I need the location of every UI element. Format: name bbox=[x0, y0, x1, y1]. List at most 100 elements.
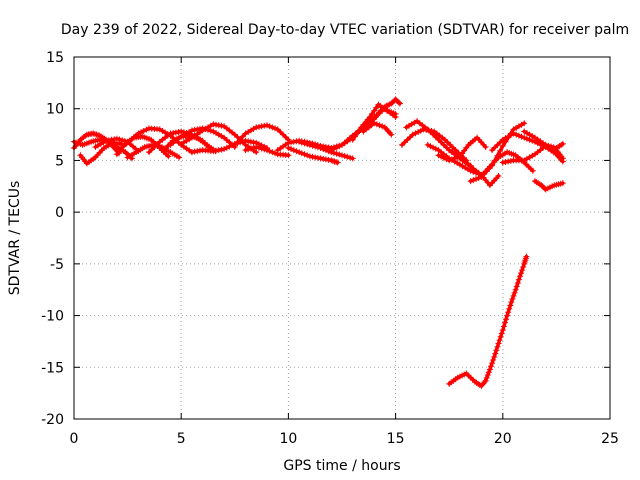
data-point bbox=[113, 135, 120, 142]
data-point bbox=[491, 353, 498, 360]
data-point bbox=[196, 147, 203, 154]
data-point bbox=[501, 319, 508, 326]
data-point bbox=[111, 136, 118, 143]
data-point bbox=[513, 283, 520, 290]
data-point bbox=[285, 139, 292, 146]
data-point bbox=[510, 292, 517, 299]
data-point bbox=[272, 150, 278, 157]
data-point bbox=[542, 141, 549, 148]
data-point bbox=[339, 152, 345, 159]
series-arc-4 bbox=[92, 135, 142, 155]
data-point bbox=[371, 120, 378, 127]
data-point bbox=[491, 144, 498, 151]
data-point bbox=[443, 144, 450, 151]
data-point bbox=[467, 178, 474, 185]
data-point bbox=[317, 155, 324, 162]
data-point bbox=[399, 141, 406, 148]
data-point bbox=[376, 122, 383, 129]
chart-title: Day 239 of 2022, Sidereal Day-to-day VTE… bbox=[61, 22, 629, 38]
data-point bbox=[213, 147, 220, 154]
data-point bbox=[513, 131, 520, 138]
data-point bbox=[119, 137, 126, 144]
data-point bbox=[521, 120, 528, 127]
data-point bbox=[288, 139, 295, 146]
data-point bbox=[508, 299, 515, 306]
data-point bbox=[103, 137, 110, 144]
data-point bbox=[499, 159, 506, 166]
data-point bbox=[253, 149, 260, 156]
data-point bbox=[272, 125, 278, 132]
data-point bbox=[178, 128, 185, 135]
y-tick-label: -5 bbox=[50, 257, 64, 273]
data-point bbox=[427, 128, 434, 135]
data-point bbox=[170, 130, 177, 137]
series-arc-32 bbox=[521, 128, 566, 152]
data-point bbox=[351, 133, 358, 140]
data-point bbox=[263, 147, 270, 154]
data-point bbox=[210, 121, 217, 128]
data-point bbox=[239, 133, 246, 140]
data-point bbox=[304, 152, 311, 159]
data-point bbox=[280, 131, 287, 138]
data-point bbox=[495, 340, 502, 347]
y-tick-label: 5 bbox=[55, 153, 64, 169]
data-point bbox=[505, 158, 512, 165]
data-point bbox=[325, 156, 332, 163]
data-point bbox=[443, 156, 450, 163]
series-arc-34 bbox=[446, 253, 530, 389]
data-point bbox=[473, 176, 479, 183]
data-point bbox=[452, 147, 459, 154]
data-point bbox=[369, 110, 376, 117]
data-point bbox=[344, 153, 351, 160]
data-point bbox=[148, 146, 155, 153]
data-point bbox=[296, 149, 303, 156]
x-tick-label: 25 bbox=[601, 431, 619, 447]
series-arc-26 bbox=[435, 134, 489, 164]
data-point bbox=[438, 153, 445, 160]
data-point bbox=[349, 136, 356, 143]
data-point bbox=[138, 129, 144, 136]
data-point bbox=[175, 128, 182, 135]
y-tick-label: 0 bbox=[55, 205, 64, 221]
y-tick-label: 15 bbox=[46, 50, 64, 66]
data-point bbox=[304, 141, 311, 148]
y-axis-title: SDTVAR / TECUs bbox=[7, 181, 23, 296]
data-point bbox=[492, 350, 499, 357]
data-point bbox=[320, 146, 327, 153]
data-point bbox=[105, 137, 112, 144]
data-point bbox=[237, 136, 244, 143]
data-point bbox=[253, 143, 260, 150]
data-point bbox=[483, 374, 490, 381]
data-point bbox=[266, 123, 273, 130]
data-point bbox=[504, 312, 511, 319]
data-point bbox=[146, 149, 153, 156]
data-point bbox=[290, 138, 297, 145]
data-point bbox=[415, 128, 422, 135]
data-point bbox=[213, 121, 220, 128]
data-point bbox=[188, 149, 195, 156]
series-arc-21 bbox=[360, 120, 395, 138]
data-point bbox=[559, 155, 566, 162]
data-point bbox=[314, 154, 321, 161]
x-axis-title: GPS time / hours bbox=[283, 458, 400, 474]
data-point bbox=[274, 126, 281, 133]
data-point bbox=[218, 146, 225, 153]
data-point bbox=[509, 296, 516, 303]
series-arc-16 bbox=[285, 145, 341, 166]
data-point bbox=[435, 152, 442, 159]
data-point bbox=[488, 363, 495, 370]
data-point bbox=[430, 131, 437, 138]
data-point bbox=[176, 154, 183, 161]
data-point bbox=[247, 145, 254, 152]
data-point bbox=[221, 146, 228, 153]
data-point bbox=[417, 127, 424, 134]
data-point bbox=[347, 154, 354, 161]
data-point bbox=[255, 144, 262, 151]
data-point bbox=[231, 131, 238, 138]
series-arc-3 bbox=[77, 139, 125, 167]
data-point bbox=[448, 156, 455, 163]
series-arc-28 bbox=[467, 120, 528, 185]
data-point bbox=[482, 377, 489, 384]
data-point bbox=[172, 129, 179, 136]
